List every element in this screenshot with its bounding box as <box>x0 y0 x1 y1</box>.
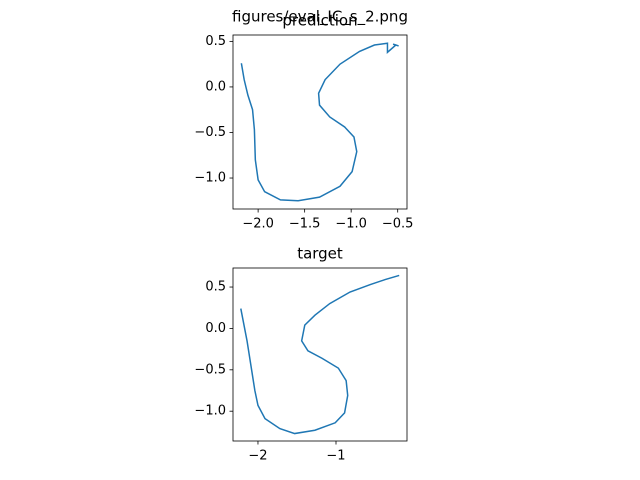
y-tick-label: −0.5 <box>194 125 226 140</box>
y-tick-label: 0.5 <box>205 280 226 295</box>
y-tick-label: 0.5 <box>205 34 226 49</box>
y-tick-label: −1.0 <box>194 171 226 186</box>
y-tick-label: −1.0 <box>194 404 226 419</box>
data-line <box>240 274 400 435</box>
x-tick-label: −1.0 <box>335 217 367 232</box>
data-line <box>240 42 399 202</box>
subplot-title: prediction <box>282 12 357 30</box>
y-tick-label: 0.0 <box>205 321 226 336</box>
x-tick-label: −2 <box>248 449 267 464</box>
x-tick-label: −1.5 <box>289 217 321 232</box>
figure-title: figures/eval_IC_s_2.png <box>232 8 408 27</box>
y-tick-label: 0.0 <box>205 79 226 94</box>
x-tick-label: −1 <box>326 449 345 464</box>
axes-frame <box>232 34 408 210</box>
x-tick-label: −2.0 <box>242 217 274 232</box>
y-tick-label: −0.5 <box>194 362 226 377</box>
axes-frame <box>232 267 408 442</box>
x-tick-label: −0.5 <box>382 217 414 232</box>
subplot-title: target <box>297 245 343 263</box>
